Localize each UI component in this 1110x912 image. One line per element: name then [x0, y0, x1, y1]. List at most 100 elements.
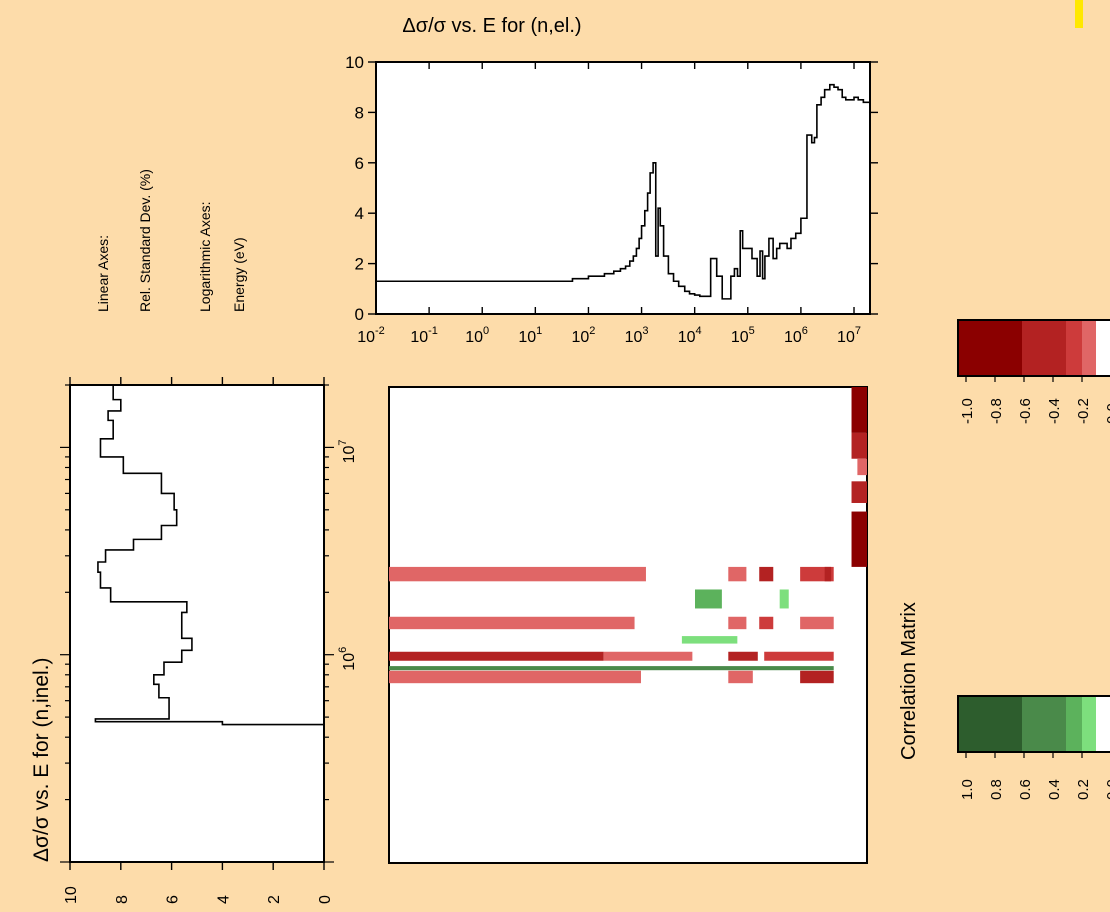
- left-energy-tick-label: 106: [337, 647, 358, 671]
- top-y-tick-label: 2: [355, 255, 364, 274]
- left-energy-tick-exponent: 6: [337, 647, 349, 653]
- left-chart-title: Δσ/σ vs. E for (n,inel.): [30, 658, 53, 863]
- left-value-tick-label: 10: [63, 886, 80, 904]
- positive-legend-tick-label: 0.4: [1046, 779, 1063, 800]
- matrix-cell: [759, 566, 774, 582]
- left-value-tick-label: 4: [215, 895, 232, 904]
- matrix-cell: [695, 589, 722, 609]
- linear-axes-label: Linear Axes:: [95, 235, 111, 312]
- positive-legend-swatch: [1096, 696, 1110, 752]
- positive-legend-tick-label: 0.8: [988, 779, 1005, 800]
- top-x-tick-label: 103: [625, 325, 649, 346]
- matrix-cell: [728, 651, 758, 661]
- top-y-tick-label: 0: [355, 305, 364, 324]
- correlation-matrix: [388, 386, 868, 864]
- top-x-tick-exponent: 3: [642, 325, 648, 337]
- top-x-tick-label: 101: [518, 325, 542, 346]
- top-x-tick-exponent: 0: [483, 325, 489, 337]
- negative-legend-tick-label: -0.2: [1075, 398, 1092, 424]
- legend-title: Correlation Matrix: [898, 602, 920, 760]
- matrix-cell: [764, 651, 834, 661]
- top-plot-area: [375, 61, 871, 315]
- matrix-cell: [728, 670, 753, 684]
- top-x-tick-exponent: -2: [375, 325, 385, 337]
- top-x-tick-label: 10-2: [357, 325, 385, 346]
- negative-legend-tick-label: 0.0: [1104, 403, 1110, 424]
- matrix-cell: [857, 458, 867, 476]
- matrix-cell: [779, 589, 789, 609]
- left-value-tick-label: 2: [266, 895, 283, 904]
- top-y-tick-label: 8: [355, 103, 364, 122]
- top-x-tick-label: 107: [837, 325, 861, 346]
- left-value-tick-label: 6: [165, 895, 182, 904]
- top-x-tick-exponent: 1: [536, 325, 542, 337]
- top-x-tick-label: 100: [465, 325, 489, 346]
- positive-legend-swatch: [1022, 696, 1066, 752]
- matrix-cell: [824, 566, 832, 582]
- matrix-cell: [603, 651, 693, 661]
- negative-legend-tick-label: -1.0: [959, 398, 976, 424]
- matrix-cell: [800, 670, 834, 684]
- positive-legend-tick-label: 0.2: [1075, 779, 1092, 800]
- matrix-cell: [851, 387, 867, 433]
- negative-legend-tick-label: -0.6: [1017, 398, 1034, 424]
- negative-legend-frame: [957, 319, 1110, 377]
- positive-legend-frame: [957, 695, 1110, 753]
- axis-legend-labels: Linear Axes: Rel. Standard Dev. (%) Loga…: [95, 169, 247, 312]
- negative-legend-tick-label: -0.8: [988, 398, 1005, 424]
- top-x-tick-label: 102: [571, 325, 595, 346]
- matrix-cell: [389, 666, 834, 671]
- top-x-tick-label: 10-1: [410, 325, 438, 346]
- top-x-tick-label: 104: [678, 325, 702, 346]
- negative-legend-swatch: [1022, 320, 1066, 376]
- matrix-cell: [851, 511, 867, 567]
- positive-legend-tick-label: 1.0: [959, 779, 976, 800]
- matrix-cell: [851, 481, 867, 503]
- matrix-cell: [800, 616, 834, 630]
- matrix-cell: [389, 616, 635, 630]
- negative-legend-swatch: [1066, 320, 1082, 376]
- matrix-cell: [728, 566, 747, 582]
- negative-legend-swatch: [1096, 320, 1110, 376]
- top-x-tick-exponent: 2: [589, 325, 595, 337]
- elastic-uncertainty-chart: Δσ/σ vs. E for (n,el.) 10-2 10-1 100 101 102…: [345, 15, 878, 346]
- left-energy-tick-label: 107: [337, 439, 358, 463]
- negative-legend-swatch: [958, 320, 1022, 376]
- negative-legend-tick-label: -0.4: [1046, 398, 1063, 424]
- top-x-tick-exponent: 4: [696, 325, 702, 337]
- highlight-marker: [1075, 0, 1083, 28]
- matrix-cell: [389, 651, 604, 661]
- linear-quantity-label: Rel. Standard Dev. (%): [137, 169, 153, 312]
- positive-legend-swatch: [1066, 696, 1082, 752]
- matrix-cell: [681, 636, 738, 644]
- log-axes-label: Logarithmic Axes:: [197, 202, 213, 313]
- matrix-cell: [389, 670, 641, 684]
- positive-legend-swatch: [1082, 696, 1096, 752]
- top-x-tick-exponent: 6: [802, 325, 808, 337]
- matrix-cell: [728, 616, 747, 630]
- left-value-tick-label: 8: [114, 895, 131, 904]
- left-plot-area: [69, 384, 325, 863]
- top-y-tick-label: 10: [345, 53, 364, 72]
- log-quantity-label: Energy (eV): [231, 237, 247, 312]
- top-x-tick-exponent: 5: [749, 325, 755, 337]
- inelastic-series-line: [94, 385, 325, 742]
- matrix-cell: [759, 616, 774, 630]
- positive-legend-tick-label: 0.0: [1104, 779, 1110, 800]
- top-x-tick-exponent: -1: [428, 325, 438, 337]
- top-x-tick-label: 105: [731, 325, 755, 346]
- positive-legend-tick-label: 0.6: [1017, 779, 1034, 800]
- top-y-tick-label: 4: [355, 204, 364, 223]
- top-x-tick-label: 106: [784, 325, 808, 346]
- top-x-tick-exponent: 7: [855, 325, 861, 337]
- elastic-series-line: [376, 83, 870, 300]
- left-value-tick-label: 0: [317, 895, 334, 904]
- top-chart-title: Δσ/σ vs. E for (n,el.): [402, 15, 581, 37]
- left-energy-tick-exponent: 7: [337, 439, 349, 445]
- matrix-cell: [851, 432, 867, 459]
- negative-legend-swatch: [1082, 320, 1096, 376]
- inelastic-uncertainty-chart: 10 8 6 4 2 0 106 107 Δσ/σ vs. E for (n,inel.): [30, 377, 358, 904]
- positive-legend-swatch: [958, 696, 1022, 752]
- correlation-legend: Correlation Matrix -1.0 -0.8 -0.6 -0.4 -0.2 0…: [898, 319, 1110, 800]
